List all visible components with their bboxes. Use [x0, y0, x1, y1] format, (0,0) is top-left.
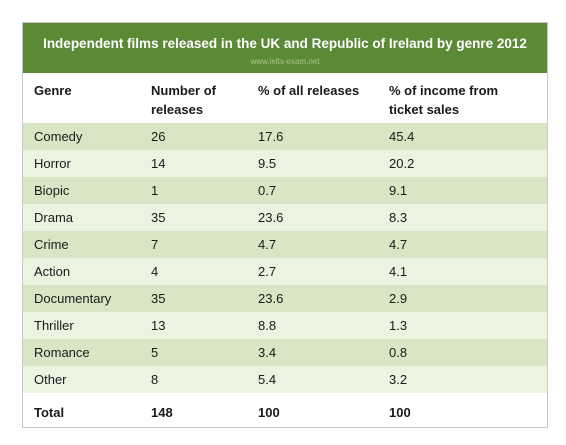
percent-income-cell: 2.9: [389, 291, 408, 306]
table-title: Independent films released in the UK and…: [43, 36, 527, 51]
percent-releases-cell: 9.5: [258, 156, 277, 171]
title-bar: Independent films released in the UK and…: [23, 23, 547, 73]
genre-cell: Comedy: [34, 129, 83, 144]
table-row: Action 4 2.7 4.1: [23, 258, 547, 285]
percent-income-cell: 45.4: [389, 129, 415, 144]
header-number-line-1: Number of: [151, 83, 216, 98]
releases-cell: 4: [151, 264, 159, 279]
table-row: Thriller 13 8.8 1.3: [23, 312, 547, 339]
genre-cell: Thriller: [34, 318, 74, 333]
genre-cell: Biopic: [34, 183, 70, 198]
releases-cell: 5: [151, 345, 159, 360]
percent-releases-cell: 4.7: [258, 237, 277, 252]
releases-cell: 1: [151, 183, 159, 198]
total-label: Total: [34, 405, 65, 420]
header-genre: Genre: [34, 81, 72, 100]
table-row: Crime 7 4.7 4.7: [23, 231, 547, 258]
header-number-line-2: releases: [151, 102, 204, 117]
table-row: Comedy 26 17.6 45.4: [23, 123, 547, 150]
percent-releases-cell: 5.4: [258, 372, 277, 387]
header-income-line-1: % of income from: [389, 83, 499, 98]
percent-releases-cell: 8.8: [258, 318, 277, 333]
genre-cell: Drama: [34, 210, 74, 225]
percent-releases-cell: 17.6: [258, 129, 284, 144]
total-percent-releases: 100: [258, 405, 280, 420]
percent-releases-cell: 23.6: [258, 291, 284, 306]
releases-cell: 26: [151, 129, 166, 144]
percent-income-cell: 9.1: [389, 183, 408, 198]
watermark-text: www.ielts-exam.net: [250, 57, 320, 66]
header-percent-of-releases: % of all releases: [258, 81, 359, 100]
header-percent-releases-line-1: % of all releases: [258, 83, 360, 98]
percent-income-cell: 1.3: [389, 318, 408, 333]
table-row: Drama 35 23.6 8.3: [23, 204, 547, 231]
percent-releases-cell: 0.7: [258, 183, 277, 198]
releases-cell: 13: [151, 318, 166, 333]
genre-cell: Romance: [34, 345, 90, 360]
percent-releases-cell: 2.7: [258, 264, 277, 279]
header-income-line-2: ticket sales: [389, 102, 460, 117]
percent-income-cell: 8.3: [389, 210, 408, 225]
total-row: Total 148 100 100: [23, 397, 547, 427]
genre-cell: Action: [34, 264, 71, 279]
percent-income-cell: 4.1: [389, 264, 408, 279]
table-row: Romance 5 3.4 0.8: [23, 339, 547, 366]
total-percent-income: 100: [389, 405, 411, 420]
percent-income-cell: 3.2: [389, 372, 408, 387]
table-frame: Independent films released in the UK and…: [22, 22, 548, 428]
releases-cell: 8: [151, 372, 159, 387]
releases-cell: 35: [151, 291, 166, 306]
header-number-of-releases: Number of releases: [151, 81, 216, 119]
table-row: Documentary 35 23.6 2.9: [23, 285, 547, 312]
table-header: Genre Number of releases % of all releas…: [23, 73, 547, 123]
releases-cell: 7: [151, 237, 159, 252]
percent-income-cell: 4.7: [389, 237, 408, 252]
genre-cell: Crime: [34, 237, 69, 252]
percent-income-cell: 0.8: [389, 345, 408, 360]
table-row: Other 8 5.4 3.2: [23, 366, 547, 393]
genre-cell: Other: [34, 372, 67, 387]
percent-releases-cell: 23.6: [258, 210, 284, 225]
header-percent-of-income: % of income from ticket sales: [389, 81, 498, 119]
genre-cell: Horror: [34, 156, 71, 171]
genre-cell: Documentary: [34, 291, 112, 306]
percent-income-cell: 20.2: [389, 156, 415, 171]
total-releases: 148: [151, 405, 173, 420]
percent-releases-cell: 3.4: [258, 345, 277, 360]
releases-cell: 14: [151, 156, 166, 171]
table-row: Horror 14 9.5 20.2: [23, 150, 547, 177]
header-genre-line-1: Genre: [34, 83, 72, 98]
table-row: Biopic 1 0.7 9.1: [23, 177, 547, 204]
releases-cell: 35: [151, 210, 166, 225]
